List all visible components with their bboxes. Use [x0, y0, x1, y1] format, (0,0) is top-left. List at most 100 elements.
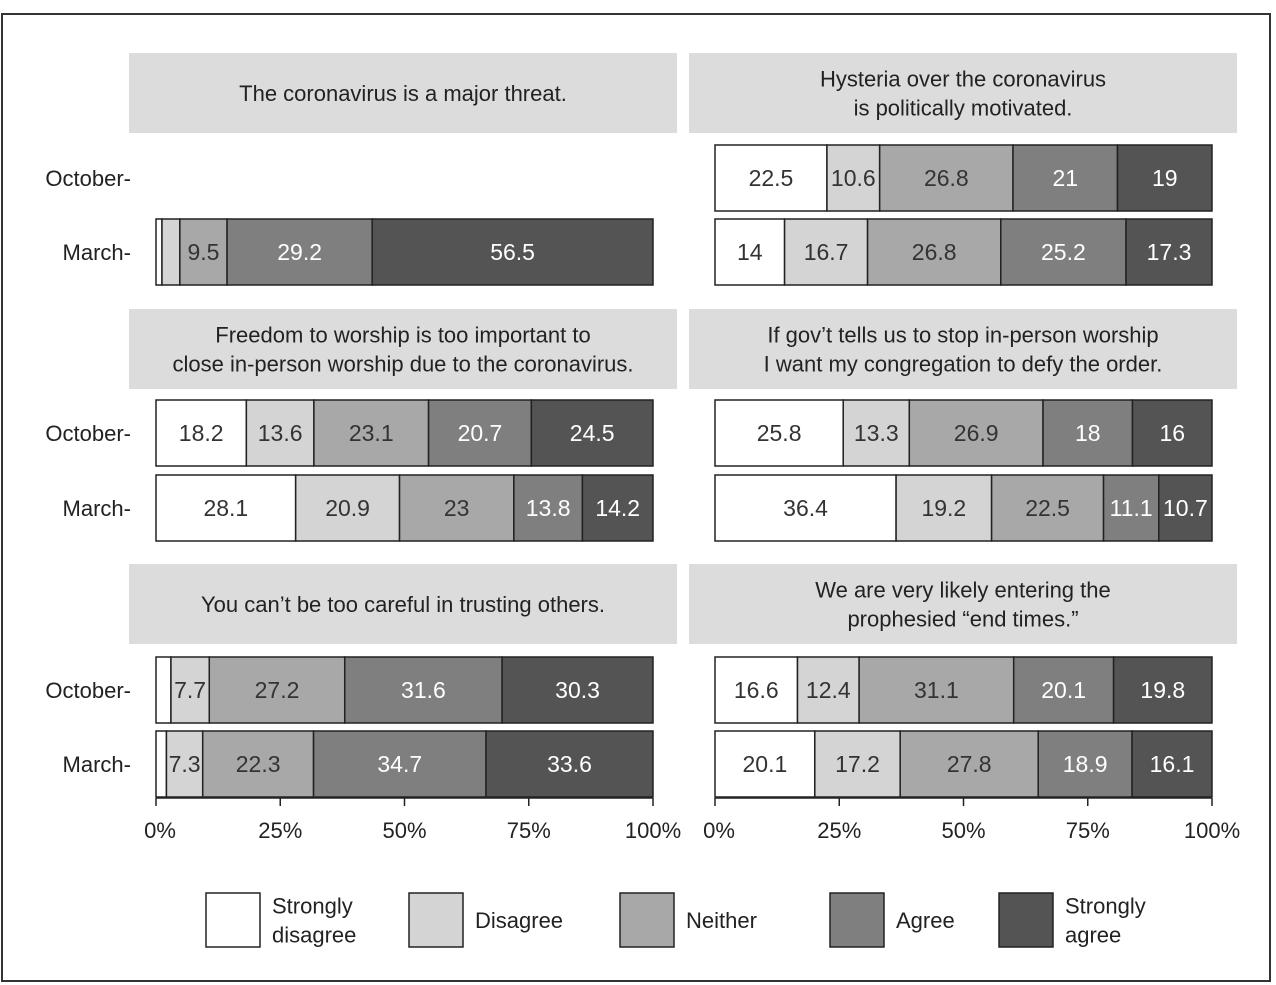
- data-label: 26.8: [912, 239, 957, 265]
- data-label: 14.2: [595, 495, 640, 521]
- bar-segment: [1125, 218, 1213, 286]
- row-label: October-: [45, 421, 131, 446]
- bar-segment: [155, 218, 163, 286]
- data-label: 7.3: [169, 751, 201, 777]
- bar-segment: [581, 474, 654, 542]
- legend-label: agree: [1065, 923, 1121, 948]
- row-label: October-: [45, 678, 131, 703]
- data-label: 22.3: [236, 751, 281, 777]
- bar-segment: [513, 474, 584, 542]
- data-label: 19.8: [1140, 677, 1185, 703]
- data-label: 10.6: [831, 165, 876, 191]
- data-label: 17.2: [835, 751, 880, 777]
- bar-segment: [714, 474, 897, 542]
- bar-segment: [155, 656, 172, 724]
- legend-swatch: [829, 892, 885, 948]
- bar-segment: [1116, 144, 1213, 212]
- data-label: 9.5: [187, 239, 219, 265]
- data-label: 56.5: [490, 239, 535, 265]
- bar-segment: [1102, 474, 1160, 542]
- data-label: 19.2: [921, 495, 966, 521]
- data-label: 31.1: [914, 677, 959, 703]
- bar-segment: [501, 656, 654, 724]
- bar-segment: [714, 144, 828, 212]
- panel-title: If gov’t tells us to stop in-person wors…: [767, 323, 1158, 348]
- x-tick-label: 100%: [1184, 818, 1240, 843]
- bar-segment: [371, 218, 654, 286]
- bar-segment: [783, 218, 869, 286]
- data-label: 34.7: [377, 751, 422, 777]
- bar-segment: [398, 474, 515, 542]
- data-label: 25.2: [1041, 239, 1086, 265]
- bar-segment: [294, 474, 401, 542]
- x-tick-label: 75%: [1066, 818, 1110, 843]
- data-label: 12.4: [806, 677, 851, 703]
- panel-title: Hysteria over the coronavirus: [820, 67, 1106, 92]
- x-tick-label: 75%: [507, 818, 551, 843]
- legend-label: Agree: [896, 908, 955, 933]
- bar-segment: [858, 656, 1015, 724]
- data-label: 16.7: [804, 239, 849, 265]
- data-label: 18.9: [1063, 751, 1108, 777]
- bar-segment: [161, 218, 181, 286]
- data-label: 23: [444, 495, 470, 521]
- bar-segment: [1000, 218, 1127, 286]
- bar-segment: [155, 474, 297, 542]
- bar-segment: [1112, 656, 1213, 724]
- bar-segment: [1131, 399, 1213, 467]
- data-label: 23.1: [349, 420, 394, 446]
- panel-title: We are very likely entering the: [815, 578, 1111, 603]
- data-label: 13.6: [258, 420, 303, 446]
- bar-segment: [714, 399, 844, 467]
- x-tick-label: 50%: [941, 818, 985, 843]
- x-tick-label: 25%: [817, 818, 861, 843]
- data-label: 18.2: [179, 420, 224, 446]
- x-tick-label: 0%: [144, 818, 176, 843]
- data-label: 19: [1152, 165, 1178, 191]
- x-tick-label: 25%: [258, 818, 302, 843]
- data-label: 28.1: [203, 495, 248, 521]
- data-label: 20.7: [458, 420, 503, 446]
- bar-segment: [714, 656, 799, 724]
- bar-segment: [866, 218, 1002, 286]
- data-label: 10.7: [1163, 495, 1208, 521]
- data-label: 27.8: [947, 751, 992, 777]
- panel-title-box: [689, 309, 1237, 389]
- bar-segment: [155, 730, 168, 798]
- legend-label: Strongly: [272, 894, 353, 919]
- x-tick-label: 100%: [625, 818, 681, 843]
- bar-segment: [826, 144, 881, 212]
- panel-title-box: [689, 53, 1237, 133]
- bar-segment: [814, 730, 901, 798]
- data-label: 36.4: [783, 495, 828, 521]
- data-label: 27.2: [255, 677, 300, 703]
- bar-segment: [245, 399, 315, 467]
- panel-title: I want my congregation to defy the order…: [764, 352, 1163, 377]
- legend-swatch: [408, 892, 464, 948]
- bar-segment: [842, 399, 911, 467]
- legend-label: Strongly: [1065, 894, 1146, 919]
- x-tick-label: 50%: [382, 818, 426, 843]
- legend-swatch: [619, 892, 675, 948]
- bar-segment: [427, 399, 533, 467]
- panel-title: The coronavirus is a major threat.: [239, 81, 567, 106]
- data-label: 16.6: [734, 677, 779, 703]
- panel-title: prophesied “end times.”: [847, 607, 1078, 632]
- bar-segment: [179, 218, 228, 286]
- data-label: 24.5: [570, 420, 615, 446]
- data-label: 26.8: [924, 165, 969, 191]
- row-label: October-: [45, 166, 131, 191]
- bar-segment: [343, 656, 503, 724]
- bar-segment: [170, 656, 211, 724]
- data-label: 13.8: [526, 495, 571, 521]
- bar-segment: [714, 218, 786, 286]
- panel-title-box: [129, 309, 677, 389]
- data-label: 20.9: [325, 495, 370, 521]
- bar-segment: [1012, 656, 1115, 724]
- data-label: 16: [1159, 420, 1185, 446]
- legend-label: Neither: [686, 908, 757, 933]
- data-label: 22.5: [1025, 495, 1070, 521]
- panel-title: Freedom to worship is too important to: [215, 323, 590, 348]
- data-label: 30.3: [555, 677, 600, 703]
